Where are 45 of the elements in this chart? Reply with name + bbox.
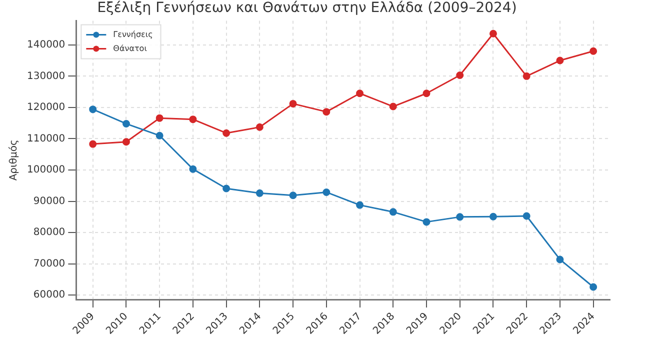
point — [522, 212, 530, 220]
point — [556, 256, 564, 264]
point — [356, 201, 364, 209]
y-tick-label: 140000 — [26, 39, 66, 50]
point — [389, 208, 397, 216]
point — [256, 189, 264, 197]
point — [322, 108, 330, 116]
point — [522, 72, 530, 80]
y-tick-label: 110000 — [26, 133, 66, 144]
legend-label: Γεννήσεις — [113, 30, 153, 39]
point — [322, 188, 330, 196]
point — [489, 30, 497, 38]
point — [89, 140, 97, 148]
y-tick-label: 100000 — [26, 164, 66, 176]
y-tick-label: 130000 — [26, 70, 66, 82]
point — [590, 283, 598, 291]
point — [456, 71, 464, 79]
point — [556, 56, 564, 64]
y-tick-label: 80000 — [33, 227, 66, 238]
point — [222, 129, 230, 137]
point — [422, 90, 430, 98]
point — [122, 138, 130, 146]
point — [356, 90, 364, 98]
point — [89, 106, 97, 114]
y-tick-label: 70000 — [33, 258, 66, 270]
legend-label: Θάνατοι — [113, 44, 148, 53]
point — [189, 165, 197, 173]
point — [156, 132, 164, 140]
point — [489, 212, 497, 220]
y-axis-title: Αριθμός — [8, 140, 20, 181]
point — [256, 123, 264, 131]
point — [289, 100, 297, 108]
y-tick-label: 120000 — [26, 102, 66, 114]
point — [222, 184, 230, 192]
point — [189, 116, 197, 124]
point — [456, 213, 464, 221]
point — [289, 192, 297, 200]
point — [590, 47, 598, 55]
point — [156, 114, 164, 122]
y-tick-label: 60000 — [33, 290, 66, 301]
point — [389, 102, 397, 110]
y-tick-label: 90000 — [33, 196, 66, 207]
point — [122, 120, 130, 128]
point — [422, 218, 430, 226]
chart-title: Εξέλιξη Γεννήσεων και Θανάτων στην Ελλάδα (2009–2024) — [97, 0, 517, 16]
